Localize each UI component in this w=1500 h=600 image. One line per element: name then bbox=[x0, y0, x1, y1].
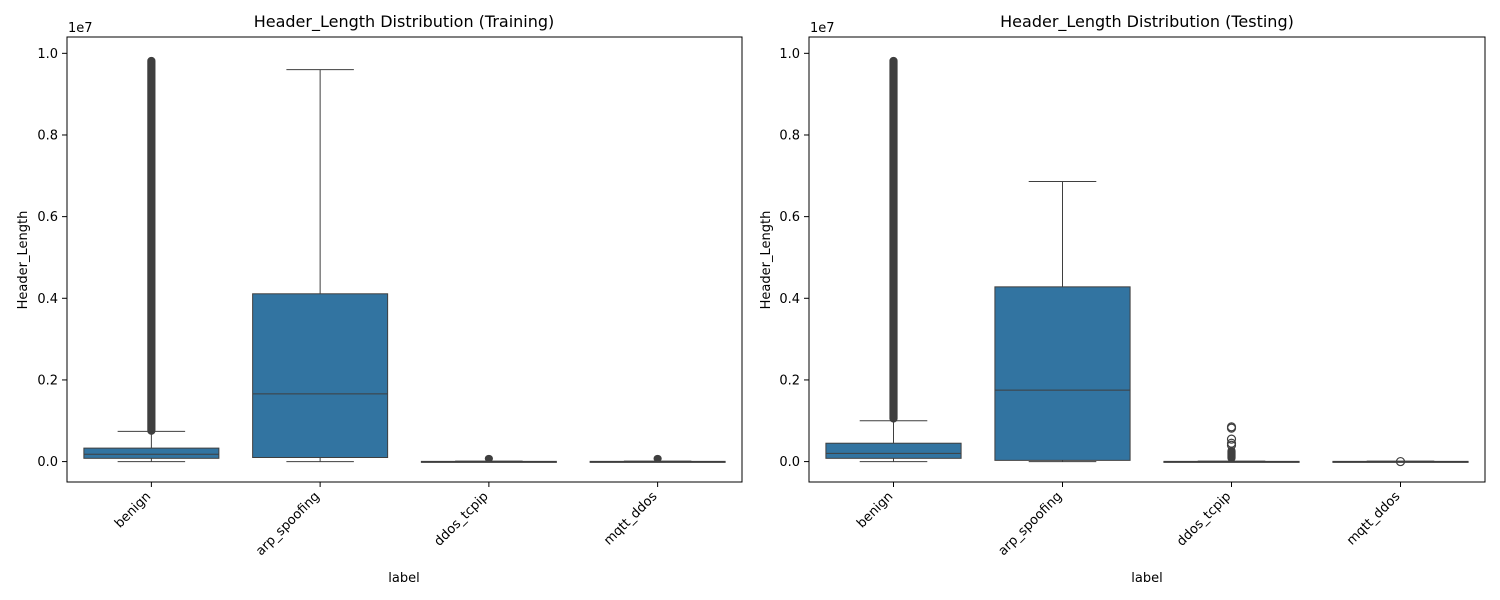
testing-panel: Header_Length Distribution (Testing) 1e7… bbox=[759, 12, 1486, 586]
y-axis-label: Header_Length bbox=[16, 211, 31, 310]
x-axis-label: label bbox=[388, 571, 419, 586]
box bbox=[994, 286, 1131, 461]
y-tick-label: 0.8 bbox=[779, 128, 800, 143]
box bbox=[252, 293, 389, 459]
y-offset-label: 1e7 bbox=[810, 21, 835, 36]
axes-frame bbox=[66, 36, 743, 483]
y-tick-label: 0.6 bbox=[779, 210, 800, 225]
y-tick-label: 0.2 bbox=[37, 373, 58, 388]
y-tick-label: 1.0 bbox=[779, 47, 800, 62]
box-group-ddos_tcpip bbox=[1163, 422, 1300, 463]
x-axis-label: label bbox=[1131, 571, 1162, 586]
chart-title: Header_Length Distribution (Training) bbox=[254, 12, 555, 32]
box bbox=[825, 442, 962, 459]
box-group-mqtt_ddos bbox=[589, 454, 726, 463]
axes-frame bbox=[808, 36, 1486, 483]
outlier bbox=[1226, 422, 1237, 432]
outlier bbox=[1395, 456, 1406, 467]
y-tick-label: 0.4 bbox=[779, 292, 800, 307]
outlier bbox=[1226, 434, 1237, 444]
y-tick-label: 0.6 bbox=[37, 210, 58, 225]
box-group-benign bbox=[83, 56, 220, 463]
y-tick-label: 0.0 bbox=[779, 455, 800, 470]
outliers bbox=[484, 454, 493, 463]
box-group-arp_spoofing bbox=[994, 181, 1131, 463]
box bbox=[83, 447, 220, 459]
y-tick-label: 0.8 bbox=[37, 128, 58, 143]
y-tick-label: 0.0 bbox=[37, 455, 58, 470]
y-offset-label: 1e7 bbox=[68, 21, 93, 36]
y-tick-label: 0.2 bbox=[779, 373, 800, 388]
y-tick-label: 1.0 bbox=[37, 47, 58, 62]
box-group-arp_spoofing bbox=[252, 69, 389, 463]
y-tick-label: 0.4 bbox=[37, 292, 58, 307]
outliers bbox=[889, 56, 898, 423]
box-group-ddos_tcpip bbox=[420, 454, 557, 463]
chart-title: Header_Length Distribution (Testing) bbox=[1000, 12, 1294, 32]
y-axis-label: Header_Length bbox=[759, 211, 774, 310]
box-group-benign bbox=[825, 56, 962, 463]
outliers bbox=[653, 454, 662, 463]
box-group-mqtt_ddos bbox=[1332, 456, 1469, 467]
outliers bbox=[147, 56, 156, 435]
outlier bbox=[1226, 438, 1237, 448]
